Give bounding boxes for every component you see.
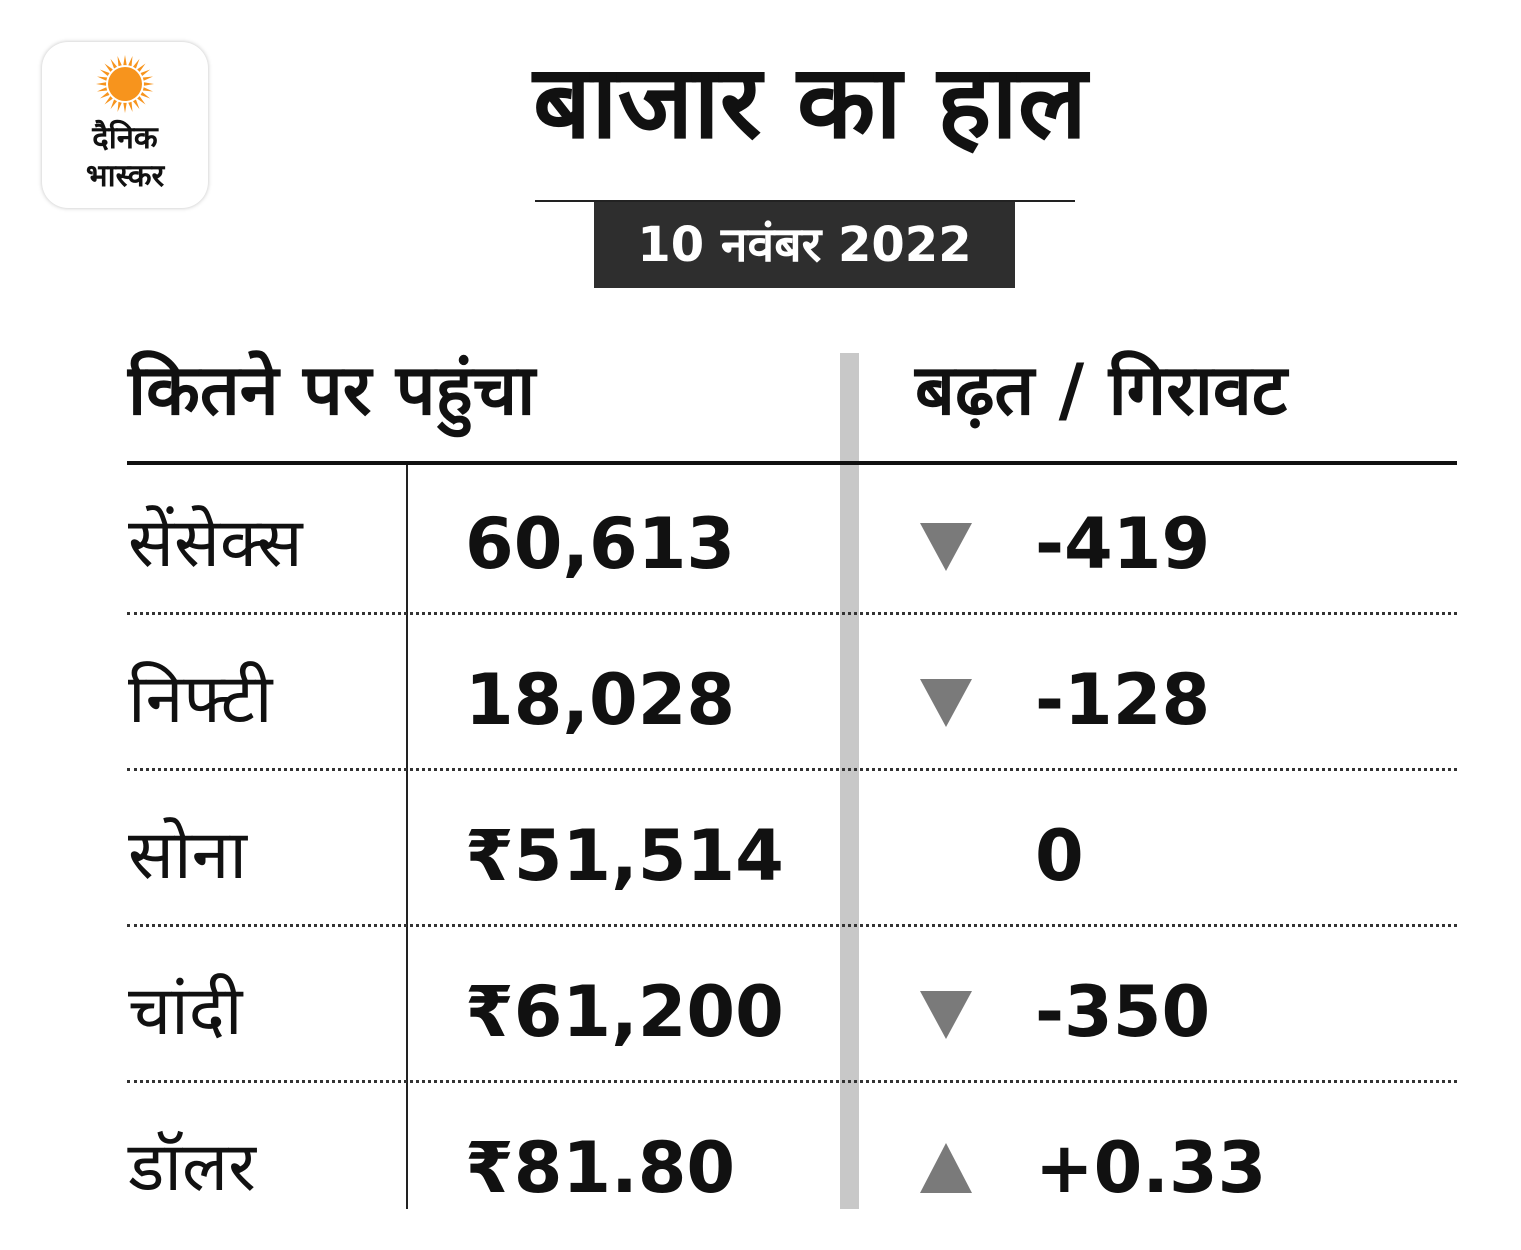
row-separator xyxy=(127,612,1457,615)
row-name: सोना xyxy=(128,816,247,895)
row-name: सेंसेक्स xyxy=(128,504,303,583)
table-row: सोना ₹51,514 0 xyxy=(0,777,1521,933)
sun-icon xyxy=(96,55,154,113)
row-name: डॉलर xyxy=(128,1128,256,1207)
table-row: चांदी ₹61,200 -350 xyxy=(0,933,1521,1089)
date-badge: 10 नवंबर 2022 xyxy=(594,202,1015,288)
table-row: डॉलर ₹81.80 +0.33 xyxy=(0,1089,1521,1245)
table-row: सेंसेक्स 60,613 -419 xyxy=(0,465,1521,621)
row-change: 0 xyxy=(1035,815,1084,897)
row-separator xyxy=(127,924,1457,927)
header-rule xyxy=(127,461,1457,465)
row-change: -419 xyxy=(1035,503,1211,585)
header-change: बढ़त / गिरावट xyxy=(915,349,1288,431)
row-separator xyxy=(127,1080,1457,1083)
arrow-icon xyxy=(920,991,972,1039)
row-change: -128 xyxy=(1035,659,1211,741)
row-value: ₹81.80 xyxy=(465,1127,736,1209)
header-value: कितने पर पहुंचा xyxy=(128,349,536,431)
center-divider xyxy=(840,353,859,1209)
row-name: निफ्टी xyxy=(128,660,273,739)
table-row: निफ्टी 18,028 -128 xyxy=(0,621,1521,777)
column-divider xyxy=(406,465,408,1209)
brand-logo: दैनिक भास्कर xyxy=(42,42,208,208)
date-rule xyxy=(535,200,1075,202)
arrow-icon xyxy=(920,679,972,727)
row-value: ₹51,514 xyxy=(465,815,784,897)
row-separator xyxy=(127,768,1457,771)
page-title: बाजार का हाल xyxy=(533,43,1087,162)
arrow-icon xyxy=(920,523,972,571)
arrow-icon xyxy=(920,1143,972,1193)
row-value: 18,028 xyxy=(465,659,736,741)
logo-text-line2: भास्कर xyxy=(85,158,165,194)
row-change: -350 xyxy=(1035,971,1211,1053)
row-name: चांदी xyxy=(128,972,243,1051)
row-value: 60,613 xyxy=(465,503,736,585)
row-change: +0.33 xyxy=(1035,1127,1267,1209)
logo-text-line1: दैनिक xyxy=(92,120,158,156)
row-value: ₹61,200 xyxy=(465,971,784,1053)
